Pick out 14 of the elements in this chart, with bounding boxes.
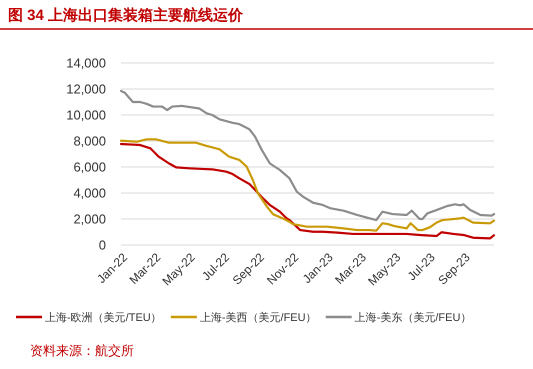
y-tick-label: 10,000 — [66, 108, 106, 123]
y-tick-label: 2,000 — [73, 212, 106, 227]
y-tick-label: 6,000 — [73, 160, 106, 175]
y-tick-label: 8,000 — [73, 134, 106, 149]
chart-title: 图 34 上海出口集装箱主要航线运价 — [8, 6, 244, 24]
legend-label: 上海-美西（美元/FEU） — [200, 310, 317, 324]
legend-label: 上海-欧洲（美元/TEU） — [45, 310, 162, 324]
y-tick-label: 0 — [98, 238, 106, 253]
y-tick-label: 4,000 — [73, 186, 106, 201]
legend-label: 上海-美东（美元/FEU） — [354, 310, 472, 324]
line-series — [120, 90, 496, 222]
text: 资料来源：航交所 — [30, 343, 134, 358]
y-tick-label: 14,000 — [66, 56, 106, 71]
y-tick-label: 12,000 — [66, 82, 106, 97]
